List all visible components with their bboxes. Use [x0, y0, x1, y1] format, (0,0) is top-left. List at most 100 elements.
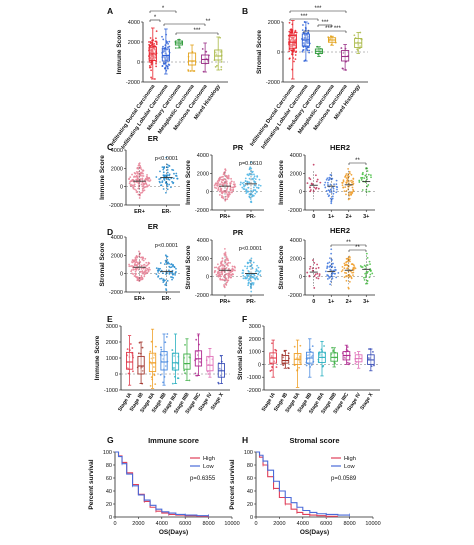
panel-C-ER-point: [129, 184, 132, 187]
panel-F-point: [282, 356, 285, 359]
panel-C-HER2-point: [348, 172, 351, 175]
panel-F-category-label: Stage X: [359, 391, 374, 411]
panel-label-H: H: [242, 435, 248, 445]
panel-C-PR-point: [225, 184, 228, 187]
panel-C-HER2-point: [343, 190, 346, 193]
panel-C-PR-point: [226, 182, 228, 185]
panel-D-PR-xtick-label: PR+: [220, 299, 231, 305]
panel-C-HER2-point: [342, 186, 345, 189]
panel-C-PR-point: [254, 192, 257, 195]
panel-B-point: [305, 47, 308, 50]
panel-D-ER-point: [137, 268, 140, 271]
panel-C-PR-point: [253, 175, 256, 178]
panel-G-xtick-label: 10000: [224, 521, 239, 527]
panel-C-HER2-point: [335, 183, 338, 186]
panel-A-point: [215, 53, 218, 56]
panel-D-ER-point: [157, 271, 160, 273]
panel-C-ER-point: [165, 191, 167, 194]
panel-D-PR-ytick-label: 4000: [197, 238, 209, 244]
panel-F-point: [305, 364, 308, 367]
panel-E-point: [162, 381, 164, 384]
panel-D-ER-ylabel: Stromal Score: [99, 242, 106, 286]
panel-G-series-high: [115, 451, 209, 517]
panel-D-ER-point: [134, 256, 137, 259]
panel-C-HER2-point: [309, 178, 312, 181]
panel-D-PR-point: [216, 263, 219, 266]
panel-D-PR-point: [247, 284, 250, 287]
panel-D-HER2-point: [366, 280, 369, 282]
panel-B-ylabel: Stromal Score: [256, 30, 263, 74]
panel-D-HER2-point: [311, 269, 314, 272]
panel-C-HER2-point: [348, 170, 351, 173]
panel-D-PR-point: [228, 273, 231, 276]
panel-C-HER2-point: [369, 174, 372, 177]
panel-D-HER2-point: [369, 273, 372, 276]
panel-C-PR-point: [249, 193, 252, 196]
panel-E-point: [137, 352, 140, 355]
panel-C-ER-point: [172, 177, 175, 180]
panel-E-point: [188, 379, 191, 382]
panel-C-ER-point: [134, 172, 137, 175]
panel-B-point: [292, 39, 295, 41]
panel-D-HER2-sig-label: **: [346, 240, 351, 246]
panel-D-PR-point: [257, 270, 260, 273]
panel-B-point: [293, 60, 295, 63]
panel-C-ER-point: [145, 185, 148, 188]
panel-F-point: [373, 364, 375, 367]
panel-A-point: [154, 48, 156, 51]
panel-E-point: [184, 372, 186, 375]
panel-C-HER2-ytick-label: 2000: [290, 171, 302, 177]
panel-C-ER-point: [162, 168, 165, 171]
panel-C-ER-point: [130, 180, 133, 183]
panel-C-HER2-point: [315, 174, 317, 177]
panel-B-point: [303, 42, 306, 44]
panel-C-ER-point: [162, 188, 165, 190]
panel-C-HER2-point: [332, 190, 335, 192]
panel-F-ytick-label: -2000: [247, 388, 261, 394]
panel-E-point: [141, 369, 144, 372]
panel-C-HER2-point: [306, 182, 309, 185]
panel-D-ER-point: [159, 267, 162, 270]
panel-D-HER2-point: [332, 272, 334, 275]
panel-A-point: [150, 44, 153, 47]
panel-C-ER-point: [133, 181, 136, 184]
panel-D-HER2-point: [368, 276, 371, 279]
panel-D-HER2-point: [345, 274, 348, 277]
panel-D-PR-point: [252, 282, 255, 284]
panel-A-point: [216, 64, 218, 67]
panel-F-point: [318, 352, 321, 355]
panel-C-ER-point: [171, 180, 173, 183]
panel-D-ER-xtick-label: ER-: [162, 296, 172, 302]
panel-A-point: [149, 37, 152, 39]
panel-C-HER2-point: [352, 190, 355, 192]
panel-D-PR-point: [225, 284, 228, 286]
panel-A-point: [150, 69, 153, 72]
panel-C-HER2-point: [346, 174, 349, 177]
panel-C-PR-point: [244, 180, 247, 182]
panel-E-point: [126, 367, 129, 370]
panel-D-HER2-point: [340, 270, 343, 273]
panel-C-PR-point: [224, 179, 227, 181]
panel-A-ytick-label: 2000: [128, 40, 140, 46]
panel-A-point: [151, 41, 153, 44]
panel-C-PR-point: [215, 187, 218, 190]
panel-E-box: [137, 355, 145, 375]
panel-C-HER2-point: [344, 175, 347, 178]
panel-D-ER-point: [140, 267, 143, 270]
panel-A-point: [150, 48, 153, 51]
panel-C-HER2-point: [364, 174, 367, 177]
panel-C-HER2-point: [324, 186, 327, 189]
panel-F-ytick-label: -1000: [247, 375, 261, 381]
panel-C-PR-point: [254, 181, 257, 183]
panel-D-ER-point: [159, 277, 161, 280]
panel-D-HER2-point: [352, 268, 355, 270]
panel-D-PR-point: [250, 257, 253, 260]
panel-D-HER2-point: [313, 274, 316, 277]
panel-C-PR-point: [257, 186, 260, 189]
panel-C-PR-point: [249, 166, 252, 169]
panel-F-point: [274, 348, 277, 351]
panel-C-ER-xtick-label: ER-: [162, 209, 172, 215]
panel-C-PR-point: [218, 190, 221, 193]
panel-D-ER-point: [140, 274, 143, 277]
panel-D-ER-point: [144, 257, 147, 260]
